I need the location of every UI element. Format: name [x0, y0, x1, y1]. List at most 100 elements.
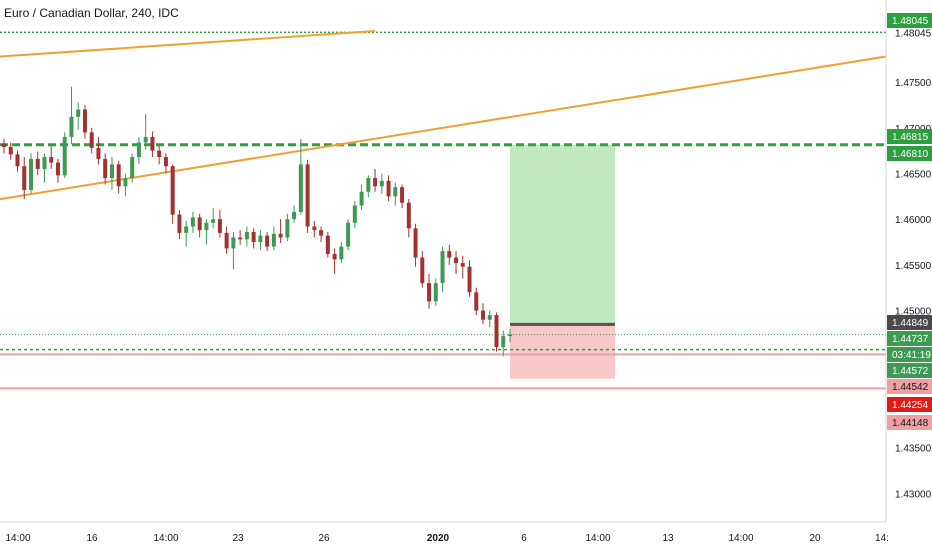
axes: [0, 0, 887, 523]
price-tag: [887, 397, 932, 412]
time-tick: 2020: [427, 533, 450, 544]
candle-body: [433, 283, 438, 302]
candle-body: [116, 164, 121, 187]
candle-body: [150, 136, 155, 151]
candle-body: [15, 154, 20, 167]
candle-body: [251, 231, 256, 243]
candle-body: [346, 222, 351, 247]
candle-body: [22, 166, 27, 190]
time-tick: 14:: [875, 533, 889, 544]
candle-body: [238, 237, 243, 240]
time-tick: 26: [318, 533, 330, 544]
price-tick: 1.46500: [895, 170, 932, 181]
candle-body: [244, 231, 249, 240]
trendline: [0, 55, 887, 201]
price-tag: [887, 379, 932, 394]
candle-body: [501, 336, 506, 348]
candle-body: [170, 166, 175, 215]
candle-body: [312, 226, 317, 231]
price-tick: 1.45000: [895, 307, 932, 318]
candle-body: [487, 315, 492, 320]
candle-body: [298, 164, 303, 212]
horizontal-levels: [0, 31, 886, 390]
candle-body: [49, 157, 54, 163]
candle-body: [285, 219, 290, 238]
candle-body: [454, 257, 459, 264]
price-tag-label: 1.44737: [892, 334, 929, 345]
price-tick: 1.45500: [895, 261, 932, 272]
candle-body: [481, 310, 486, 320]
candle-body: [305, 164, 310, 227]
time-tick: 23: [232, 533, 244, 544]
candlesticks: [2, 86, 512, 357]
price-tag-label: 03:41:19: [892, 350, 931, 361]
candle-body: [2, 143, 6, 148]
candle-body: [184, 226, 189, 233]
candle-body: [393, 187, 398, 197]
candle-body: [62, 136, 67, 176]
candle-body: [82, 109, 87, 133]
time-tick: 16: [86, 533, 98, 544]
candle-body: [460, 263, 465, 267]
price-tick: 1.43500: [895, 444, 932, 455]
price-tick: 1.48045: [895, 28, 932, 39]
target-zone: [510, 144, 615, 325]
candle-body: [177, 214, 182, 233]
price-tag: [887, 331, 932, 346]
candle-body: [386, 180, 391, 197]
candle-body: [474, 292, 479, 311]
position-zones: [510, 144, 615, 379]
candle-body: [420, 257, 425, 284]
candle-body: [366, 178, 371, 192]
candle-body: [96, 147, 101, 159]
price-tag: [887, 13, 932, 28]
candle-body: [359, 191, 364, 206]
candle-body: [197, 217, 202, 231]
price-tag: [887, 129, 932, 144]
candle-body: [211, 219, 216, 223]
candle-body: [69, 116, 74, 137]
candle-body: [136, 142, 141, 158]
time-tick: 20: [809, 533, 821, 544]
time-tick: 14:00: [5, 533, 30, 544]
price-tag-label: 1.44849: [892, 318, 929, 329]
price-tag-label: 1.44572: [892, 366, 929, 377]
candle-body: [143, 136, 148, 143]
candle-body: [332, 253, 337, 260]
price-tag-label: 1.46815: [892, 132, 929, 143]
candle-body: [467, 266, 472, 293]
candle-body: [217, 219, 222, 233]
candle-body: [508, 334, 512, 337]
candle-body: [447, 251, 452, 258]
candle-body: [190, 217, 195, 227]
candle-body: [400, 187, 405, 203]
candle-body: [352, 205, 357, 223]
candle-body: [413, 228, 418, 258]
candle-body: [42, 157, 47, 169]
time-axis: 14:00 16 14:00 23 26 2020 6 14:00 13 14:00 20 14:: [5, 533, 888, 544]
candle-body: [231, 237, 236, 249]
stop-zone: [510, 324, 615, 379]
price-tag-label: 1.44542: [892, 382, 929, 393]
candle-body: [319, 230, 324, 236]
time-tick: 13: [662, 533, 674, 544]
price-tag-label: 1.46810: [892, 149, 929, 160]
candle-body: [163, 157, 168, 167]
candle-body: [123, 178, 128, 187]
candle-body: [440, 251, 445, 284]
candle-body: [258, 235, 263, 243]
candle-body: [76, 109, 81, 117]
price-tick: 1.43000: [895, 489, 932, 500]
candle-body: [292, 211, 297, 220]
price-tag: [887, 347, 932, 362]
price-tag: [887, 315, 932, 330]
price-tag: [887, 363, 932, 378]
candle-body: [28, 158, 33, 190]
candle-body: [130, 157, 135, 179]
candle-body: [325, 235, 330, 254]
chart-title: Euro / Canadian Dollar, 240, IDC: [4, 6, 179, 20]
trendline: [0, 29, 376, 58]
candle-body: [271, 233, 276, 247]
price-tag: [887, 415, 932, 430]
